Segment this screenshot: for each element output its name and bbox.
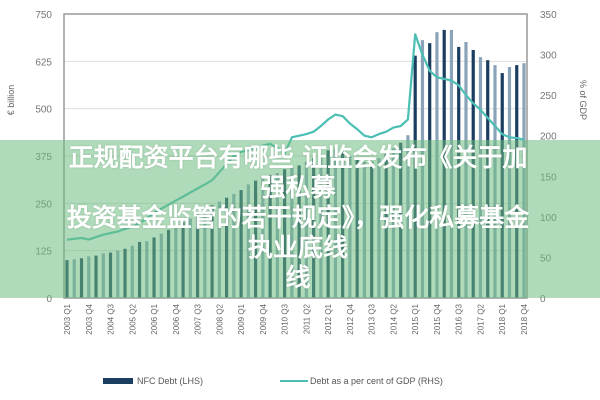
banner-title: 正规配资平台有哪些 证监会发布《关于加强私募 投资基金监管的若干规定》，强化私募… — [60, 143, 536, 293]
x-tick-label: 2003 Q4 — [85, 303, 94, 334]
x-tick-label: 2014 Q2 — [389, 303, 398, 334]
x-tick-label: 2015 Q1 — [411, 303, 420, 334]
x-tick-label: 2013 Q3 — [368, 303, 377, 334]
right-tick-label: 350 — [540, 10, 557, 21]
x-tick-label: 2007 Q3 — [194, 303, 203, 334]
legend-label-nfc-debt: NFC Debt (LHS) — [137, 376, 203, 386]
x-tick-label: 2005 Q2 — [128, 303, 137, 334]
x-tick-label: 2017 Q2 — [476, 303, 485, 334]
x-tick-label: 2012 Q4 — [346, 303, 355, 334]
x-tick-label: 2015 Q4 — [433, 303, 442, 334]
banner-title-line: 投资基金监管的若干规定》，强化私募基金执业底线 — [66, 203, 530, 262]
banner-title-line: 线 — [285, 263, 311, 292]
x-axis-ticks: 2003 Q1 2003 Q4 2004 Q3 2005 Q2 2006 Q1 2006 … — [63, 303, 529, 334]
x-tick-label: 2010 Q3 — [281, 303, 290, 334]
left-tick-label: 750 — [35, 10, 52, 21]
x-tick-label: 2006 Q1 — [150, 303, 159, 334]
right-axis-label: % of GDP — [578, 80, 588, 120]
right-tick-label: 250 — [540, 91, 557, 102]
x-tick-label: 2009 Q4 — [259, 303, 268, 334]
x-tick-label: 2018 Q1 — [498, 303, 507, 334]
left-axis-label: € billion — [6, 85, 16, 116]
legend-label-debt-gdp: Debt as a per cent of GDP (RHS) — [310, 376, 443, 386]
x-tick-label: 2003 Q1 — [63, 303, 72, 334]
left-tick-label: 500 — [35, 105, 52, 116]
x-tick-label: 2009 Q1 — [237, 303, 246, 334]
left-tick-label: 0 — [46, 294, 52, 305]
x-tick-label: 2004 Q3 — [107, 303, 116, 334]
x-tick-label: 2018 Q4 — [520, 303, 529, 334]
x-tick-label: 2011 Q2 — [302, 303, 311, 334]
x-tick-label: 2008 Q2 — [215, 303, 224, 334]
x-tick-label: 2012 Q1 — [324, 303, 333, 334]
legend-swatch-nfc-debt — [103, 378, 133, 384]
legend: NFC Debt (LHS) Debt as a per cent of GDP… — [103, 376, 443, 386]
right-tick-label: 300 — [540, 51, 557, 62]
right-tick-label: 0 — [540, 294, 546, 305]
x-tick-label: 2006 Q4 — [172, 303, 181, 334]
x-tick-label: 2016 Q3 — [455, 303, 464, 334]
overlay-banner — [0, 140, 600, 298]
right-tick-label: 200 — [540, 132, 557, 143]
banner-title-line: 正规配资平台有哪些 证监会发布《关于加强私募 — [68, 143, 528, 202]
left-tick-label: 625 — [35, 57, 52, 68]
